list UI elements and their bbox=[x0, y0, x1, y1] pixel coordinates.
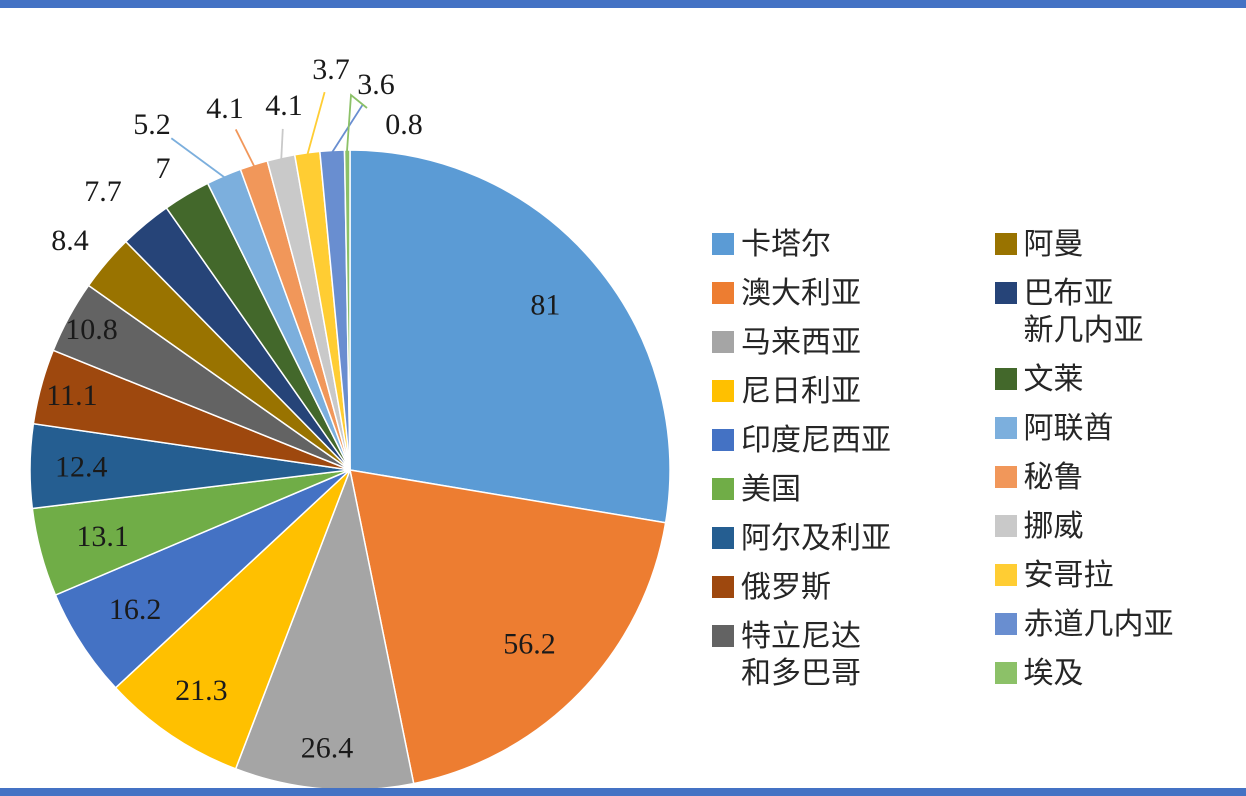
value-label: 26.4 bbox=[301, 731, 354, 764]
value-label: 16.2 bbox=[109, 593, 162, 626]
legend-label: 美国 bbox=[741, 473, 801, 506]
legend-swatch bbox=[712, 429, 734, 451]
legend-label: 尼日利亚 bbox=[741, 375, 861, 408]
legend-item: 阿曼 bbox=[994, 226, 1238, 263]
legend-label: 埃及 bbox=[1023, 657, 1084, 690]
legend-label: 特立尼达 和多巴哥 bbox=[741, 620, 861, 690]
legend-item: 印度尼西亚 bbox=[712, 422, 955, 459]
legend-item: 秘鲁 bbox=[994, 459, 1238, 496]
legend-swatch bbox=[712, 282, 734, 304]
legend-swatch bbox=[994, 233, 1017, 255]
value-label: 7.7 bbox=[84, 175, 122, 208]
legend-swatch bbox=[994, 282, 1017, 304]
legend-label: 印度尼西亚 bbox=[741, 424, 891, 457]
value-label: 3.6 bbox=[357, 68, 395, 101]
legend-label: 文莱 bbox=[1023, 363, 1084, 396]
legend-swatch bbox=[994, 368, 1017, 390]
legend-swatch bbox=[712, 380, 734, 402]
value-label: 4.1 bbox=[206, 92, 244, 125]
leader-line bbox=[234, 129, 256, 167]
value-label: 81 bbox=[530, 289, 560, 322]
pie-slice-1 bbox=[349, 469, 667, 785]
value-label: 7 bbox=[156, 152, 171, 185]
legend-item: 美国 bbox=[712, 471, 955, 508]
legend-label: 卡塔尔 bbox=[741, 228, 831, 261]
legend-item: 阿尔及利亚 bbox=[712, 520, 955, 557]
legend-item: 巴布亚 新几内亚 bbox=[994, 275, 1238, 349]
legend-label: 澳大利亚 bbox=[741, 277, 861, 310]
legend-swatch bbox=[994, 564, 1017, 586]
legend-swatch bbox=[994, 613, 1017, 635]
leader-line bbox=[346, 93, 368, 152]
leader-line bbox=[306, 91, 326, 155]
value-label: 0.8 bbox=[385, 108, 423, 141]
legend-swatch bbox=[712, 576, 734, 598]
legend-swatch bbox=[712, 625, 734, 647]
value-label: 21.3 bbox=[175, 674, 228, 707]
legend-item: 挪威 bbox=[994, 508, 1238, 545]
legend-label: 马来西亚 bbox=[741, 326, 861, 359]
legend-label: 阿曼 bbox=[1023, 228, 1084, 261]
legend-swatch bbox=[994, 466, 1017, 488]
legend-swatch bbox=[994, 515, 1017, 537]
value-label: 13.1 bbox=[76, 520, 129, 553]
leader-line bbox=[331, 103, 364, 153]
legend-item: 埃及 bbox=[994, 655, 1238, 692]
legend-swatch bbox=[994, 662, 1017, 684]
legend-swatch bbox=[712, 478, 734, 500]
legend-item: 尼日利亚 bbox=[712, 373, 955, 410]
legend-swatch bbox=[994, 417, 1017, 439]
legend-swatch bbox=[712, 331, 734, 353]
legend-column-right: 阿曼巴布亚 新几内亚文莱阿联酋秘鲁挪威安哥拉赤道几内亚埃及 bbox=[994, 226, 1238, 692]
legend-label: 俄罗斯 bbox=[741, 571, 831, 604]
legend-label: 巴布亚 新几内亚 bbox=[1023, 277, 1144, 347]
value-label: 3.7 bbox=[312, 53, 350, 86]
legend-label: 阿尔及利亚 bbox=[741, 522, 891, 555]
pie-slice-3 bbox=[114, 469, 351, 770]
legend-item: 马来西亚 bbox=[712, 324, 955, 361]
value-label: 11.1 bbox=[46, 379, 97, 412]
legend-item: 文莱 bbox=[994, 361, 1238, 398]
legend-item: 阿联酋 bbox=[994, 410, 1238, 447]
legend-item: 安哥拉 bbox=[994, 557, 1238, 594]
value-label: 12.4 bbox=[55, 451, 108, 484]
value-label: 56.2 bbox=[503, 627, 556, 660]
legend-swatch bbox=[712, 233, 734, 255]
value-label: 4.1 bbox=[265, 89, 303, 122]
top-border-bar bbox=[0, 0, 1246, 8]
pie-chart: 81 56.2 26.4 21.3 16.2 13.1 12.4 11.1 10.8 8.4 7.7… bbox=[29, 53, 671, 791]
legend-item: 特立尼达 和多巴哥 bbox=[712, 618, 955, 692]
legend-item: 卡塔尔 bbox=[712, 226, 955, 263]
legend-label: 挪威 bbox=[1023, 510, 1084, 543]
legend-item: 俄罗斯 bbox=[712, 569, 955, 606]
leader-line bbox=[170, 137, 226, 179]
value-label: 5.2 bbox=[133, 108, 171, 141]
legend-label: 安哥拉 bbox=[1023, 559, 1114, 592]
leader-line bbox=[280, 128, 284, 160]
value-label: 8.4 bbox=[51, 224, 89, 257]
legend-label: 秘鲁 bbox=[1023, 461, 1084, 494]
legend-label: 赤道几内亚 bbox=[1023, 608, 1174, 641]
value-label: 10.8 bbox=[65, 313, 118, 346]
legend-swatch bbox=[712, 527, 734, 549]
legend-item: 赤道几内亚 bbox=[994, 606, 1238, 643]
legend-label: 阿联酋 bbox=[1023, 412, 1114, 445]
bottom-border-bar bbox=[0, 788, 1246, 796]
legend-item: 澳大利亚 bbox=[712, 275, 955, 312]
chart-legend: 卡塔尔 澳大利亚 马来西亚 尼日利亚 印度尼西亚 美国 阿尔及利亚 俄罗斯 特立尼达 和多巴哥 … bbox=[712, 226, 1237, 692]
legend-column-left: 卡塔尔澳大利亚马来西亚尼日利亚印度尼西亚美国阿尔及利亚俄罗斯特立尼达 和多巴哥 bbox=[712, 226, 955, 692]
pie-slice-0 bbox=[349, 149, 671, 524]
